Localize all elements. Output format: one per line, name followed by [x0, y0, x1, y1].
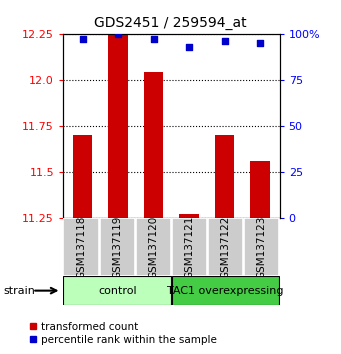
Point: [151, 36, 156, 42]
Text: GSM137122: GSM137122: [221, 215, 231, 279]
Text: GSM137120: GSM137120: [148, 215, 158, 279]
Point: [187, 44, 192, 49]
Bar: [100, 218, 135, 276]
Point: [80, 36, 85, 42]
Text: GSM137123: GSM137123: [256, 215, 267, 279]
Bar: [172, 218, 207, 276]
Text: control: control: [98, 286, 136, 296]
Legend: transformed count, percentile rank within the sample: transformed count, percentile rank withi…: [26, 317, 221, 349]
Text: GDS2451 / 259594_at: GDS2451 / 259594_at: [94, 16, 247, 30]
Text: GSM137118: GSM137118: [76, 215, 86, 279]
Text: TAC1 overexpressing: TAC1 overexpressing: [167, 286, 284, 296]
Bar: [179, 214, 199, 218]
Bar: [250, 161, 270, 218]
Text: GSM137121: GSM137121: [184, 215, 194, 279]
Bar: [108, 34, 128, 218]
Bar: [63, 218, 99, 276]
Text: GSM137119: GSM137119: [112, 215, 122, 279]
Bar: [215, 135, 234, 218]
Bar: [208, 218, 243, 276]
Point: [115, 31, 121, 36]
Text: strain: strain: [3, 286, 35, 296]
Bar: [144, 72, 163, 218]
Bar: [63, 276, 171, 305]
Bar: [136, 218, 171, 276]
Point: [257, 40, 263, 46]
Bar: [172, 276, 279, 305]
Bar: [73, 135, 92, 218]
Point: [222, 38, 227, 44]
Bar: [244, 218, 279, 276]
